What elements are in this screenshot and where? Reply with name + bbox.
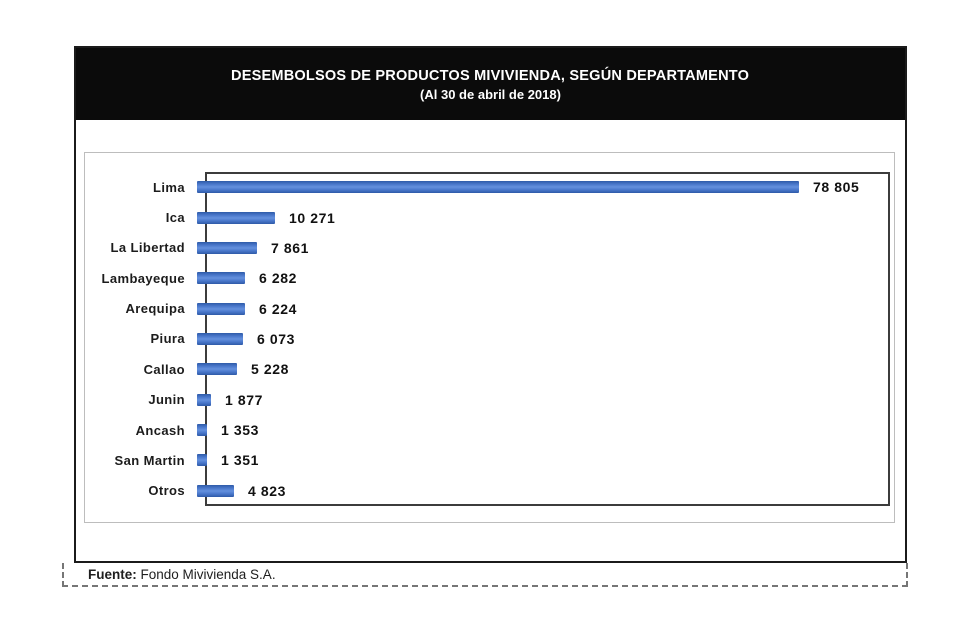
category-label: Arequipa <box>125 301 185 317</box>
category-label: Lima <box>153 179 185 195</box>
source-text: Fuente: Fondo Mivivienda S.A. <box>88 567 276 582</box>
chart-row: Callao 5 228 <box>85 354 890 384</box>
chart-title: DESEMBOLSOS DE PRODUCTOS MIVIVIENDA, SEG… <box>231 66 750 84</box>
bar <box>197 393 211 406</box>
chart-container: Lima 78 805 Ica 10 271 La Libertad 7 861 Lamba… <box>84 152 895 523</box>
value-label: 10 271 <box>289 209 336 226</box>
chart-row: Ancash 1 353 <box>85 415 890 445</box>
value-label: 7 861 <box>271 239 310 256</box>
bar <box>197 454 207 467</box>
source-label: Fuente: <box>88 566 137 582</box>
category-label: Ancash <box>135 422 185 438</box>
bar <box>197 272 245 285</box>
value-label: 78 805 <box>813 179 860 196</box>
category-label: San Martin <box>114 452 185 468</box>
bar <box>197 363 237 376</box>
chart-row: Arequipa 6 224 <box>85 293 890 323</box>
chart-row: La Libertad 7 861 <box>85 233 890 263</box>
chart-row: Otros 4 823 <box>85 476 890 506</box>
category-label: Ica <box>165 210 185 226</box>
chart-rows: Lima 78 805 Ica 10 271 La Libertad 7 861 Lamba… <box>85 172 890 506</box>
source-value: Fondo Mivivienda S.A. <box>136 566 276 582</box>
value-label: 6 224 <box>259 300 298 317</box>
chart-row: Junin 1 877 <box>85 385 890 415</box>
bar <box>197 241 257 254</box>
bar <box>197 211 275 224</box>
figure-card: DESEMBOLSOS DE PRODUCTOS MIVIVIENDA, SEG… <box>74 46 907 563</box>
chart-row: Piura 6 073 <box>85 324 890 354</box>
bar <box>197 332 243 345</box>
chart-row: San Martin 1 351 <box>85 445 890 475</box>
chart-row: Lambayeque 6 282 <box>85 263 890 293</box>
category-label: Piura <box>150 331 185 347</box>
category-label: Lambayeque <box>101 270 185 286</box>
chart-row: Lima 78 805 <box>85 172 890 202</box>
value-label: 1 353 <box>221 422 260 439</box>
chart-subtitle: (Al 30 de abril de 2018) <box>420 86 561 102</box>
source-box: Fuente: Fondo Mivivienda S.A. <box>62 563 908 587</box>
bar <box>197 181 799 194</box>
bar <box>197 302 245 315</box>
chart-row: Ica 10 271 <box>85 202 890 232</box>
value-label: 6 073 <box>257 330 296 347</box>
value-label: 5 228 <box>251 361 290 378</box>
category-label: Otros <box>148 483 185 499</box>
value-label: 1 877 <box>225 391 264 408</box>
category-label: Callao <box>143 361 185 377</box>
value-label: 6 282 <box>259 270 298 287</box>
bar <box>197 484 234 497</box>
chart-title-band: DESEMBOLSOS DE PRODUCTOS MIVIVIENDA, SEG… <box>76 48 905 120</box>
value-label: 1 351 <box>221 452 260 469</box>
bar <box>197 424 207 437</box>
category-label: Junin <box>148 392 185 408</box>
category-label: La Libertad <box>110 240 185 256</box>
value-label: 4 823 <box>248 482 287 499</box>
